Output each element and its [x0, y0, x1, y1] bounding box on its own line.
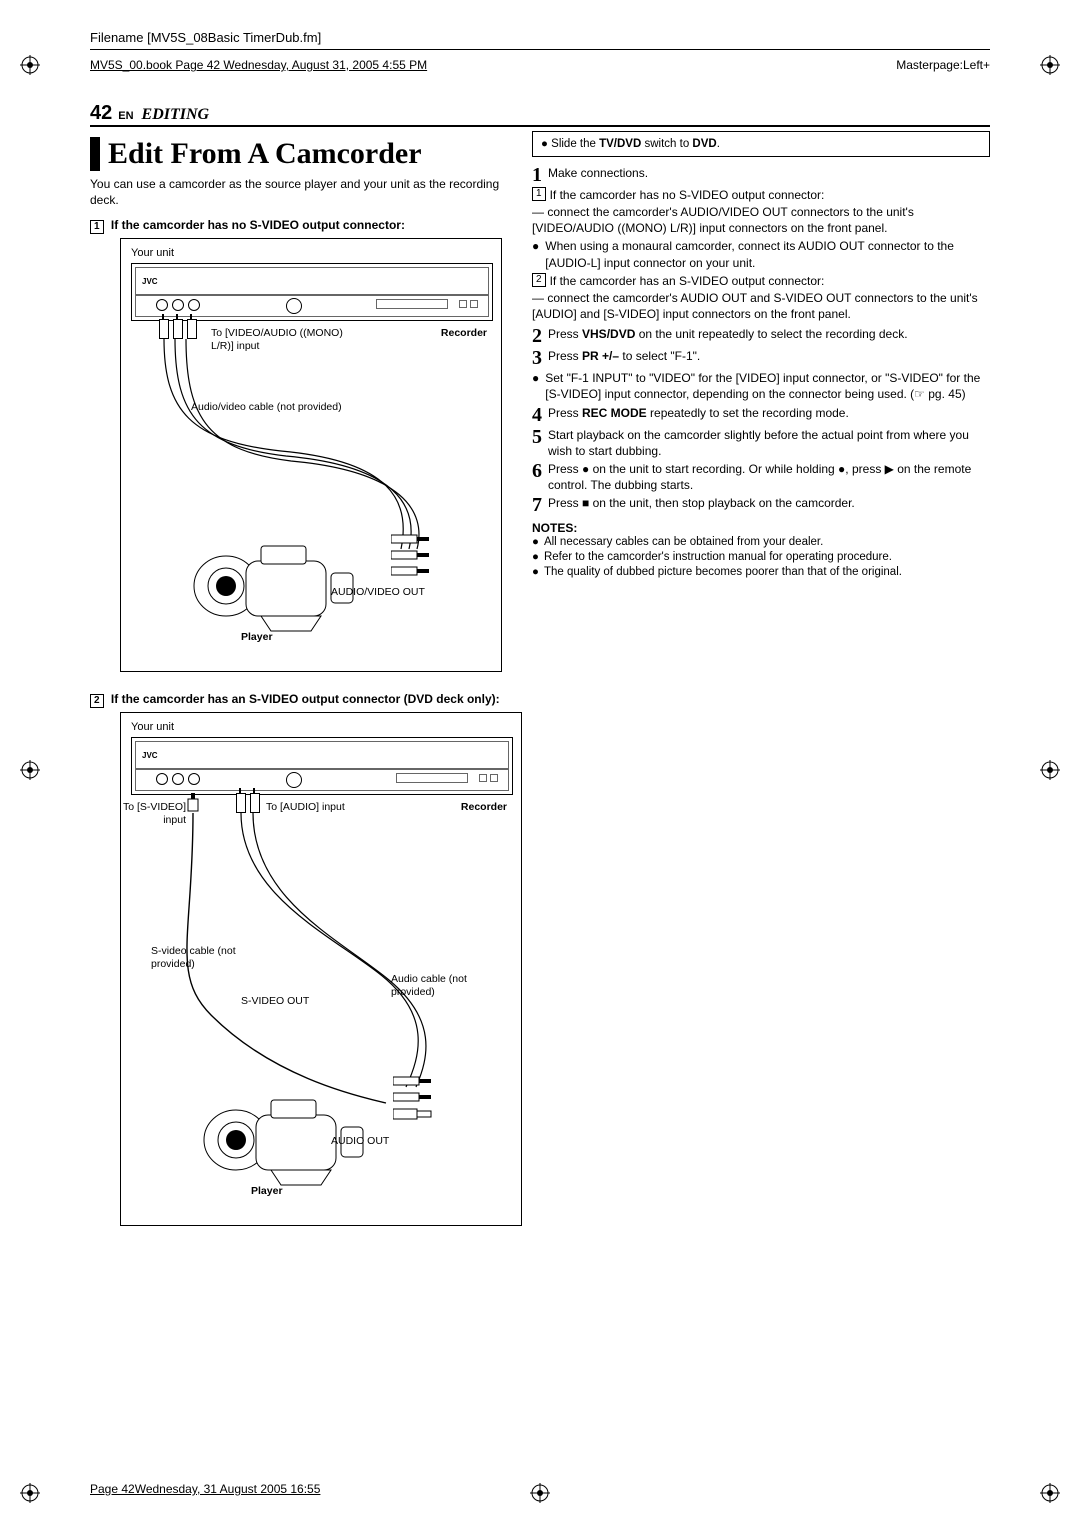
page-number: 42 — [90, 102, 112, 125]
step-text: Press ● on the unit to start recording. … — [548, 461, 990, 493]
masterpage-text: Masterpage:Left+ — [896, 58, 990, 72]
section-title: EDITING — [142, 106, 210, 124]
step-text: — connect the camcorder's AUDIO/VIDEO OU… — [532, 205, 990, 236]
step-number: 3 — [532, 348, 542, 368]
callout-text: Slide the TV/DVD switch to DVD. — [551, 138, 720, 150]
diag-label: S-video cable (not provided) — [151, 945, 241, 970]
crop-mark-icon — [1040, 1483, 1060, 1503]
boxed-number: 1 — [90, 220, 104, 234]
step-number: 7 — [532, 495, 542, 515]
step-number: 2 — [532, 326, 542, 346]
step-text: Press VHS/DVD on the unit repeatedly to … — [548, 326, 990, 342]
main-heading: Edit From A Camcorder — [108, 137, 422, 171]
step-text: Press PR +/– to select "F-1". — [548, 348, 990, 364]
diag-label: Audio/video cable (not provided) — [191, 401, 342, 414]
step-text: Press REC MODE repeatedly to set the rec… — [548, 405, 990, 421]
recorder-label: Recorder — [461, 801, 507, 814]
recorder-device-icon: JVC — [131, 263, 493, 321]
note-text: Refer to the camcorder's instruction man… — [544, 550, 892, 565]
connection-diagram-2: Your unit JVC — [120, 712, 522, 1226]
rca-plug-icon — [391, 565, 431, 577]
bullet-text: When using a monaural camcorder, connect… — [545, 238, 990, 270]
rca-plug-icon — [393, 1091, 433, 1103]
boxed-number: 1 — [532, 187, 546, 201]
crop-mark-icon — [530, 1483, 550, 1503]
player-label: Player — [251, 1185, 283, 1198]
rca-plug-icon — [391, 549, 431, 561]
note-text: All necessary cables can be obtained fro… — [544, 535, 823, 550]
heading-bar — [90, 137, 100, 171]
bullet-text: Set "F-1 INPUT" to "VIDEO" for the [VIDE… — [545, 370, 990, 402]
svideo-plug-icon — [393, 1107, 433, 1121]
jvc-logo: JVC — [142, 751, 158, 760]
intro-text: You can use a camcorder as the source pl… — [90, 177, 510, 208]
filename-text: Filename [MV5S_08Basic TimerDub.fm] — [90, 30, 990, 45]
step-number: 6 — [532, 461, 542, 481]
step-text: Press ■ on the unit, then stop playback … — [548, 495, 990, 511]
unit-label: Your unit — [131, 721, 511, 733]
diag-label: To [AUDIO] input — [266, 801, 345, 814]
rca-plug-icon — [393, 1075, 433, 1087]
diag-label: S-VIDEO OUT — [241, 995, 309, 1008]
footer-text: Page 42Wednesday, 31 August 2005 16:55 — [90, 1482, 320, 1496]
crop-mark-icon — [20, 1483, 40, 1503]
step-number: 5 — [532, 427, 542, 447]
step-text: If the camcorder has an S-VIDEO output c… — [550, 273, 990, 289]
step-number: 1 — [532, 165, 542, 185]
step-number: 4 — [532, 405, 542, 425]
book-info: MV5S_00.book Page 42 Wednesday, August 3… — [90, 58, 427, 72]
diag-label: AUDIO/VIDEO OUT — [331, 586, 425, 599]
notes-heading: NOTES: — [532, 521, 990, 535]
note-text: The quality of dubbed picture becomes po… — [544, 565, 902, 580]
step-text: Make connections. — [548, 165, 990, 181]
lang-code: EN — [118, 110, 133, 122]
diag-label: To [VIDEO/AUDIO ((MONO) L/R)] input — [211, 327, 343, 352]
rca-plug-icon — [391, 533, 431, 545]
boxed-number: 2 — [90, 694, 104, 708]
step-text: — connect the camcorder's AUDIO OUT and … — [532, 291, 990, 322]
step-text: Start playback on the camcorder slightly… — [548, 427, 990, 459]
jvc-logo: JVC — [142, 277, 158, 286]
diag-label: AUDIO OUT — [331, 1135, 389, 1148]
subhead-text: If the camcorder has an S-VIDEO output c… — [111, 692, 500, 706]
subhead-text: If the camcorder has no S-VIDEO output c… — [111, 218, 405, 232]
connection-diagram-1: Your unit JVC — [120, 238, 502, 672]
diag-label: Audio cable (not provided) — [391, 973, 481, 998]
unit-label: Your unit — [131, 247, 491, 259]
section-header: 42 EN EDITING — [90, 102, 990, 127]
diag-label: To [S-VIDEO] input — [111, 801, 186, 826]
divider — [90, 49, 990, 50]
recorder-device-icon: JVC — [131, 737, 513, 795]
recorder-label: Recorder — [441, 327, 487, 340]
step-text: If the camcorder has no S-VIDEO output c… — [550, 187, 990, 203]
player-label: Player — [241, 631, 273, 644]
callout-box: ● Slide the TV/DVD switch to DVD. — [532, 131, 990, 157]
boxed-number: 2 — [532, 273, 546, 287]
